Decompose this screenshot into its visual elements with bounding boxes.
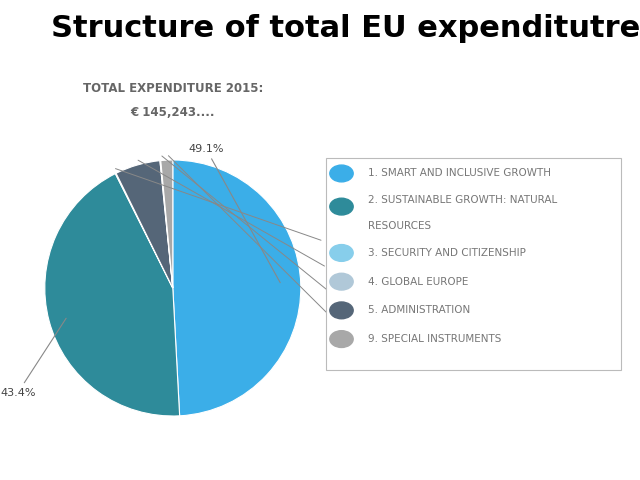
Text: 3. SECURITY AND CITIZENSHIP: 3. SECURITY AND CITIZENSHIP <box>367 248 525 258</box>
FancyBboxPatch shape <box>326 158 621 370</box>
Text: Structure of total EU expenditutre: Structure of total EU expenditutre <box>51 14 640 43</box>
Circle shape <box>330 273 353 290</box>
Circle shape <box>330 198 353 215</box>
Text: 0.1%: 0.1% <box>115 168 355 252</box>
Text: 0.1%: 0.1% <box>162 156 355 306</box>
Circle shape <box>330 302 353 319</box>
Wedge shape <box>115 173 173 288</box>
Text: 1.5%: 1.5% <box>168 156 355 331</box>
Text: 4. GLOBAL EUROPE: 4. GLOBAL EUROPE <box>367 276 468 287</box>
Wedge shape <box>116 161 173 288</box>
Text: 5.7%: 5.7% <box>138 160 355 280</box>
Wedge shape <box>161 160 173 288</box>
Text: 2. SUSTAINABLE GROWTH: NATURAL: 2. SUSTAINABLE GROWTH: NATURAL <box>367 195 557 205</box>
Text: 9. SPECIAL INSTRUMENTS: 9. SPECIAL INSTRUMENTS <box>367 334 501 344</box>
Circle shape <box>330 331 353 348</box>
Text: € 145,243....: € 145,243.... <box>131 106 215 119</box>
Text: 43.4%: 43.4% <box>0 318 66 398</box>
Wedge shape <box>45 174 180 416</box>
Wedge shape <box>173 160 301 416</box>
Text: 5. ADMINISTRATION: 5. ADMINISTRATION <box>367 305 470 315</box>
Text: TOTAL EXPENDITURE 2015:: TOTAL EXPENDITURE 2015: <box>83 82 263 95</box>
Text: 1. SMART AND INCLUSIVE GROWTH: 1. SMART AND INCLUSIVE GROWTH <box>367 168 550 179</box>
Circle shape <box>330 245 353 261</box>
Wedge shape <box>160 161 173 288</box>
Text: RESOURCES: RESOURCES <box>367 221 431 231</box>
Circle shape <box>330 165 353 182</box>
Text: 49.1%: 49.1% <box>188 144 280 283</box>
